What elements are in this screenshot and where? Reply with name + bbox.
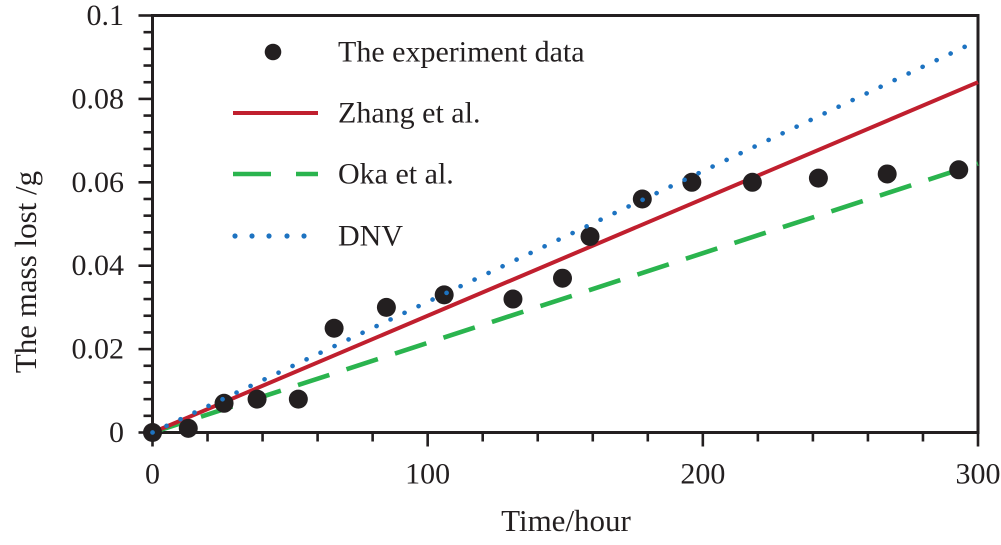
legend-label: The experiment data (338, 36, 585, 69)
x-tick-label: 0 (145, 458, 160, 491)
y-tick-label: 0.04 (72, 249, 125, 282)
experiment-data-point (247, 389, 267, 409)
legend-label: Oka et al. (338, 158, 454, 191)
y-tick-label: 0.06 (72, 166, 125, 199)
x-tick-label: 100 (405, 458, 450, 491)
experiment-data-point (949, 160, 969, 180)
experiment-data-point (877, 164, 897, 184)
oka-line (151, 161, 979, 435)
x-axis-title: Time/hour (501, 503, 631, 538)
experiment-data-point (580, 227, 600, 247)
legend-label: DNV (338, 220, 403, 253)
experiment-data-point (552, 268, 572, 288)
zhang-line (151, 80, 979, 435)
legend-marker-dot (284, 233, 290, 239)
legend-marker-circle (264, 43, 282, 61)
experiment-data-point (808, 168, 828, 188)
legend-marker-dot (301, 233, 307, 239)
legend-marker-dot (232, 233, 238, 239)
y-tick-label: 0 (109, 416, 124, 449)
experiment-data-point (434, 285, 454, 305)
y-axis-title: The mass lost /g (8, 170, 43, 374)
x-tick-label: 300 (956, 458, 1001, 491)
experiment-data-point (324, 318, 344, 338)
experiment-data-point (288, 389, 308, 409)
plot-border (151, 14, 980, 434)
experiment-data-point (503, 289, 523, 309)
y-tick-label: 0.08 (72, 82, 125, 115)
experiment-data-point (376, 297, 396, 317)
experiment-data-point (178, 418, 198, 438)
y-tick-label: 0.02 (72, 333, 125, 366)
legend-label: Zhang et al. (338, 97, 480, 130)
experiment-data-point (214, 393, 234, 413)
legend-marker-dot (249, 233, 255, 239)
experiment-data-point (742, 172, 762, 192)
experiment-data-point (682, 172, 702, 192)
legend-marker-dot (266, 233, 272, 239)
y-tick-label: 0.1 (87, 0, 125, 32)
x-tick-label: 200 (680, 458, 725, 491)
dnv-line (150, 38, 981, 435)
